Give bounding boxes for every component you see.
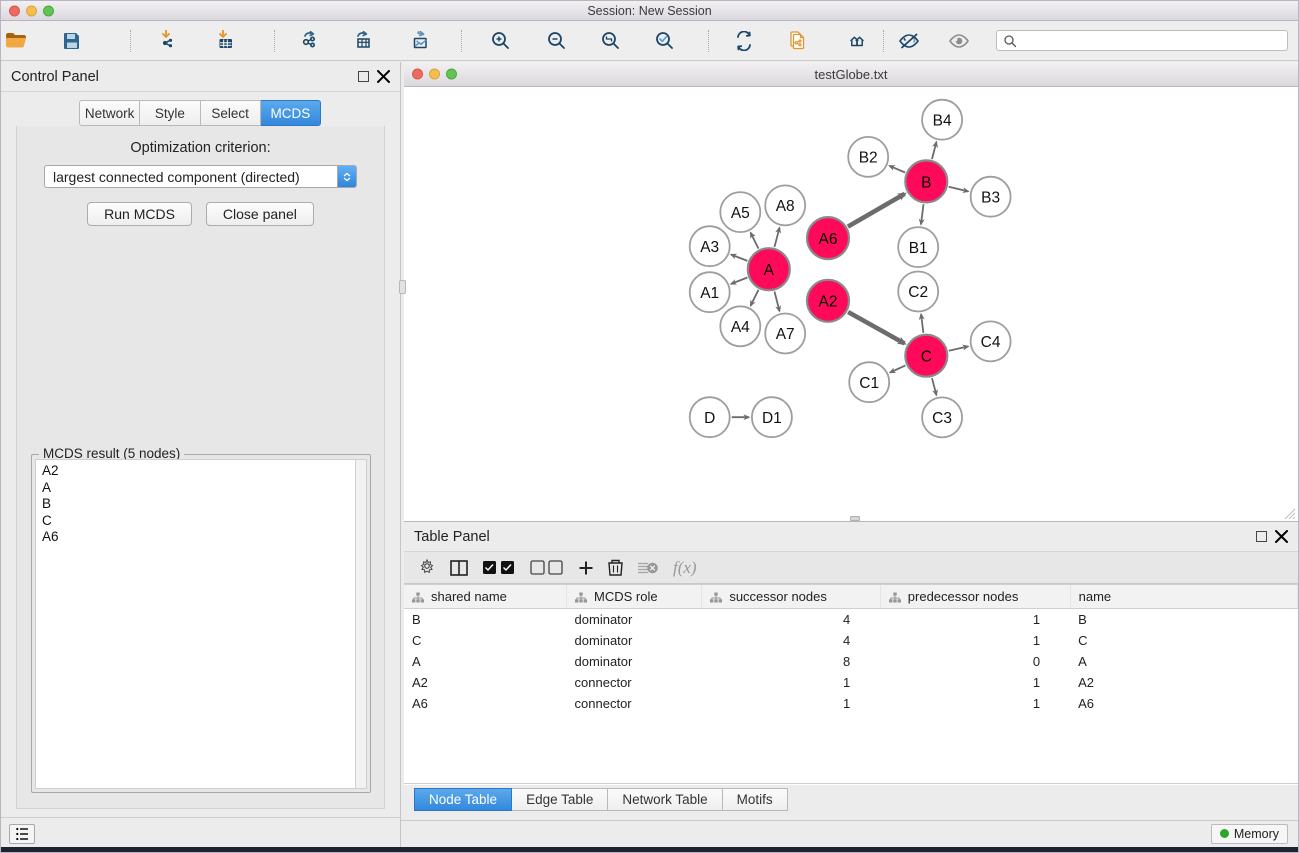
svg-text:D1: D1 [762,410,782,427]
svg-text:A7: A7 [776,326,795,343]
svg-text:A1: A1 [700,285,719,302]
svg-text:D: D [704,410,715,427]
svg-text:A2: A2 [819,294,838,311]
svg-text:A5: A5 [731,205,750,222]
svg-text:A8: A8 [776,198,795,215]
svg-text:C2: C2 [908,284,928,301]
svg-text:A3: A3 [700,239,719,256]
svg-text:B: B [921,174,931,191]
svg-text:B4: B4 [933,113,952,130]
svg-text:C3: C3 [932,410,952,427]
svg-text:A4: A4 [731,319,750,336]
svg-text:B2: B2 [859,150,878,167]
svg-text:A: A [764,262,775,279]
svg-text:A6: A6 [819,231,838,248]
svg-text:C: C [921,349,932,366]
svg-text:B1: B1 [909,240,928,257]
svg-text:C1: C1 [859,375,879,392]
svg-text:B3: B3 [981,190,1000,207]
svg-text:C4: C4 [981,334,1001,351]
